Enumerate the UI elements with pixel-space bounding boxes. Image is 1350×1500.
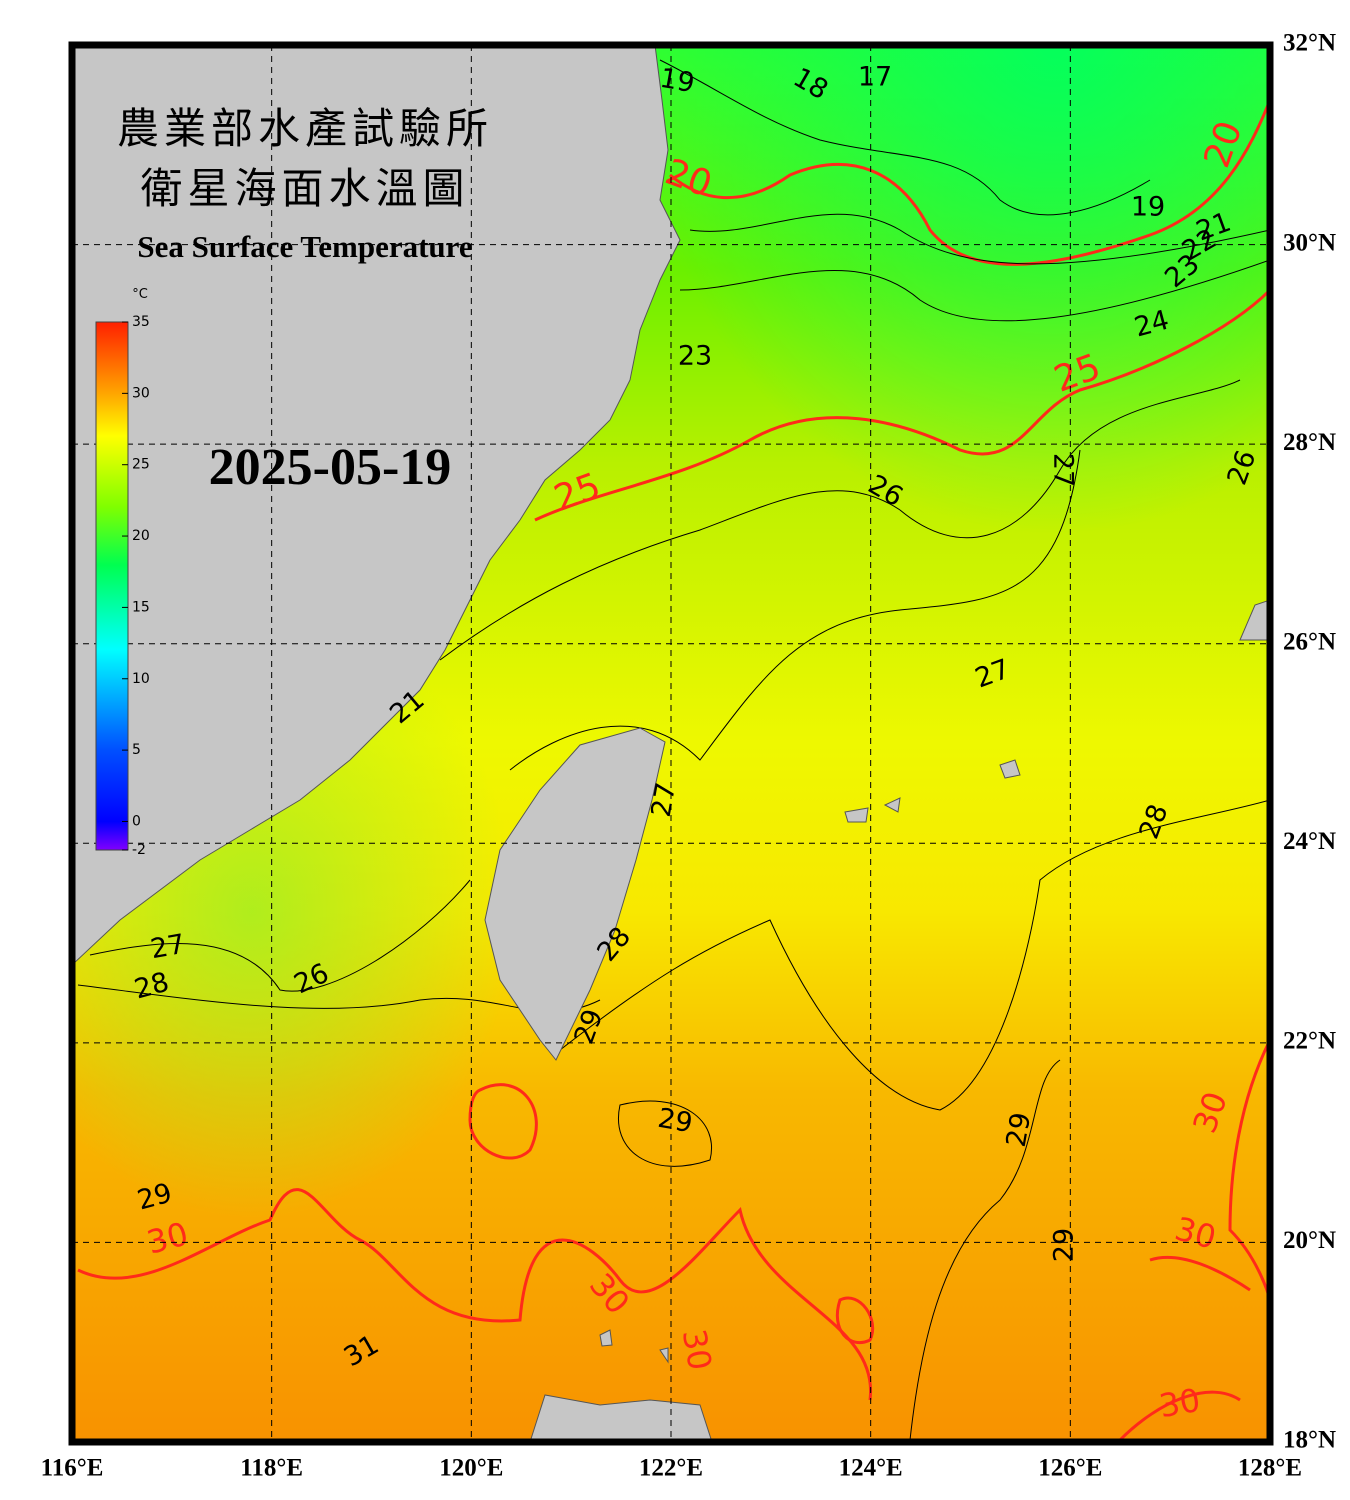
isotherm	[659, 59, 1151, 216]
lat-label: 20°N	[1283, 1227, 1336, 1254]
title-zh-1: 農業部水產試驗所	[117, 104, 493, 153]
isotherm	[909, 1059, 1061, 1441]
island	[999, 759, 1021, 779]
lat-label: 18°N	[1283, 1427, 1336, 1454]
isotherm	[559, 799, 1270, 1111]
isotherm	[669, 99, 1270, 266]
contour-label: 27	[1048, 453, 1079, 487]
isotherm	[689, 213, 1270, 265]
lon-label: 124°E	[839, 1455, 903, 1482]
isotherm	[77, 1188, 873, 1401]
colorbar-tick-label: 15	[132, 599, 150, 615]
isotherm	[835, 1296, 875, 1345]
contour-label: 29	[1049, 1228, 1080, 1262]
colorbar-tick-label: 25	[132, 457, 150, 473]
lon-label: 122°E	[639, 1455, 703, 1482]
mainland-china	[72, 45, 681, 966]
contour-label: 30	[1156, 1381, 1203, 1425]
lat-label: 22°N	[1283, 1028, 1336, 1055]
contour-label: 19	[658, 63, 697, 99]
colorbar-tick-label: 10	[132, 671, 150, 687]
lat-label: 26°N	[1283, 628, 1336, 655]
lat-label: 30°N	[1283, 229, 1336, 256]
isotherm	[1228, 1039, 1270, 1301]
luzon	[529, 1394, 713, 1442]
map-frame	[68, 41, 1274, 1446]
date: 2025-05-19	[209, 439, 452, 496]
land	[72, 45, 1270, 1442]
colorbar-ramp	[95, 321, 129, 851]
island	[1239, 599, 1270, 641]
axis-labels: 116°E 118°E 120°E 122°E 124°E 126°E 128°E 32°N 3…	[41, 30, 1336, 1482]
colorbar-tick-label: 30	[132, 385, 150, 401]
contour-label: 19	[1131, 192, 1165, 223]
contour-label: 27	[148, 929, 187, 965]
colorbar-tick-label: -2	[132, 842, 146, 858]
lon-label: 126°E	[1038, 1455, 1102, 1482]
contour-label: 17	[858, 62, 892, 93]
taiwan	[484, 727, 666, 1061]
island	[883, 797, 901, 813]
contour-label: 29	[1001, 1110, 1037, 1149]
lat-label: 28°N	[1283, 429, 1336, 456]
contour-label: 30	[675, 1326, 719, 1373]
lat-label: 24°N	[1283, 828, 1336, 855]
island	[599, 1329, 613, 1347]
colorbar-tick-label: 35	[132, 314, 150, 330]
contour-label: 23	[678, 341, 712, 372]
isotherm	[618, 1100, 712, 1167]
map-area: 19 18 17 20 19 20 21 22 23 24 25 23 25 2…	[72, 45, 1270, 1442]
title-zh-2: 衛星海面水溫圖	[140, 164, 469, 213]
lon-label: 116°E	[41, 1455, 104, 1482]
contour-label: 29	[656, 1103, 695, 1139]
isotherm	[679, 259, 1270, 322]
lon-label: 128°E	[1238, 1455, 1302, 1482]
isotherm	[509, 449, 1081, 771]
colorbar-unit: °C	[132, 287, 148, 302]
isotherm	[89, 879, 471, 992]
colorbar: °C 35 30 25 20 15 10 5 0 -2	[95, 287, 150, 858]
isotherms	[77, 59, 1270, 1442]
contour-label: 27	[646, 780, 682, 819]
isotherm	[1118, 1255, 1251, 1442]
lon-label: 120°E	[439, 1455, 503, 1482]
lat-label: 32°N	[1283, 30, 1336, 57]
colorbar-tick-label: 5	[132, 742, 141, 758]
lon-label: 118°E	[240, 1455, 303, 1482]
title-en: Sea Surface Temperature	[137, 229, 472, 264]
isotherm	[439, 379, 1241, 661]
island	[844, 807, 869, 823]
colorbar-tick-label: 20	[132, 528, 150, 544]
graticule	[72, 45, 1270, 1442]
isotherm	[534, 288, 1270, 522]
island	[659, 1347, 669, 1364]
colorbar-tick-label: 0	[132, 813, 141, 829]
